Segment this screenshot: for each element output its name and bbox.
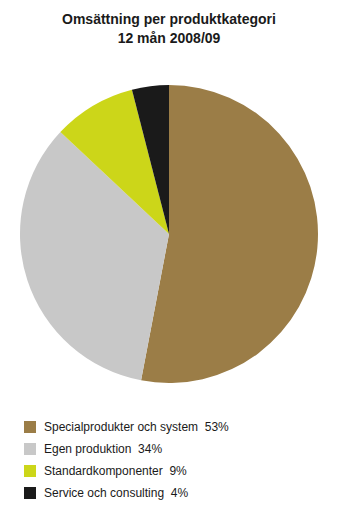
legend-label: Standardkomponenter 9%: [44, 464, 187, 478]
legend-swatch: [24, 487, 36, 499]
legend-label: Egen produktion 34%: [44, 442, 162, 456]
chart: Omsättning per produktkategori 12 mån 200…: [0, 0, 338, 523]
title: Omsättning per produktkategori: [62, 11, 276, 27]
slice: [132, 85, 169, 234]
title-group: Omsättning per produktkategori 12 mån 200…: [62, 11, 276, 46]
legend-item: Service och consulting 4%: [24, 486, 188, 500]
legend-item: Egen produktion 34%: [24, 442, 162, 456]
pie: [20, 85, 318, 383]
legend: Specialprodukter och system 53% Egen prod…: [24, 420, 229, 500]
legend-swatch: [24, 421, 36, 433]
legend-label: Service och consulting 4%: [44, 486, 188, 500]
legend-item: Specialprodukter och system 53%: [24, 420, 229, 434]
legend-swatch: [24, 443, 36, 455]
title: 12 mån 2008/09: [118, 30, 221, 46]
legend-swatch: [24, 465, 36, 477]
legend-label: Specialprodukter och system 53%: [44, 420, 229, 434]
legend-item: Standardkomponenter 9%: [24, 464, 187, 478]
